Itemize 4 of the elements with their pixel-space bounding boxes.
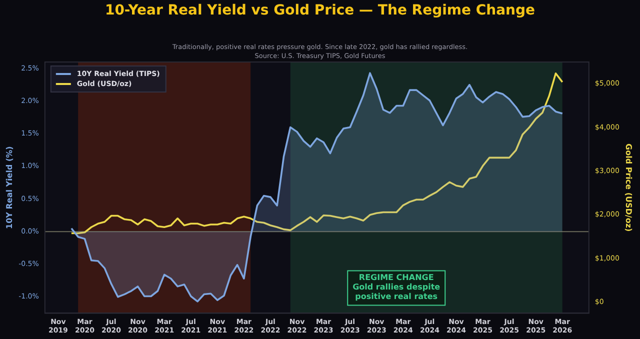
chart-title: 10-Year Real Yield vs Gold Price — The Regime Change — [104, 2, 536, 19]
y2-axis-title: Gold Price (USD/oz) — [624, 144, 634, 232]
annotation: REGIME CHANGE Gold rallies despite positive real rates — [352, 272, 441, 301]
y-axis-title: 10Y Real Yield (%) — [4, 146, 14, 229]
